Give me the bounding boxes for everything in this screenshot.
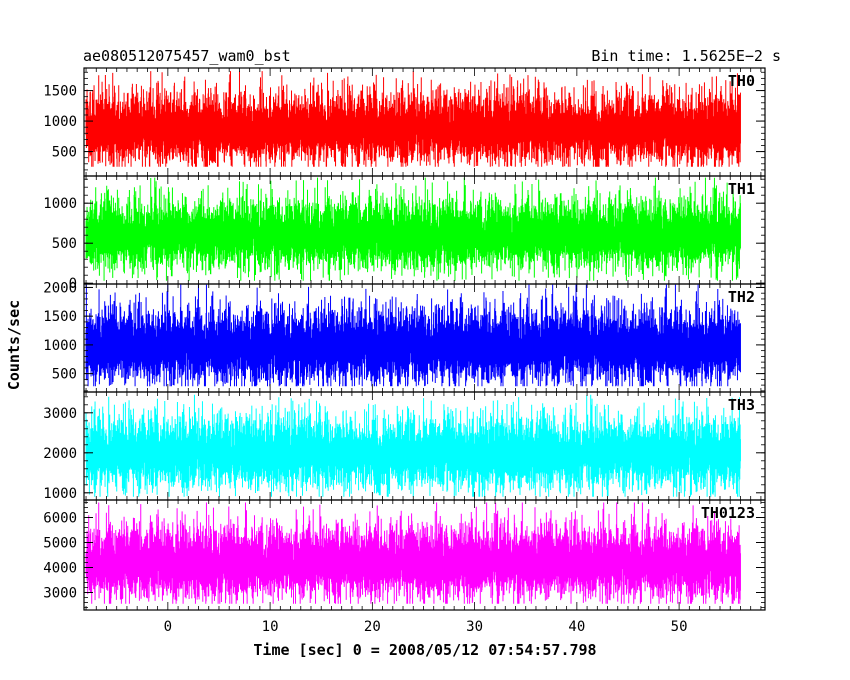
- y-tick-label: 1000: [43, 486, 77, 502]
- series-label-th0123: TH0123: [701, 504, 755, 522]
- x-tick-label: 0: [164, 619, 172, 635]
- y-axis-label: Counts/sec: [5, 300, 23, 390]
- panel-th0123: 3000 4000 5000 6000 TH0123: [43, 499, 766, 611]
- panel-th0: 500 1000 1500 TH0: [43, 67, 766, 177]
- x-tick-label: 30: [466, 619, 483, 635]
- y-tick-label: 3000: [43, 406, 77, 422]
- panel-th2: 500 1000 1500 2000 TH2: [43, 280, 766, 393]
- y-tick-label: 1000: [43, 338, 77, 354]
- panels: 500 1000 1500 TH0 0 500 1000 TH1 500 1000 1500 2000…: [43, 67, 766, 611]
- y-tick-label: 0: [69, 276, 77, 292]
- x-tick-label: 10: [262, 619, 279, 635]
- series-label-th1: TH1: [728, 180, 755, 198]
- x-axis: 0 10 20 30 40 50: [164, 619, 688, 635]
- panel-th3: 1000 2000 3000 TH3: [43, 391, 766, 502]
- x-axis-label: Time [sec] 0 = 2008/05/12 07:54:57.798: [253, 641, 596, 659]
- panel-frame: [83, 499, 766, 611]
- light-curve-th0123: [85, 502, 741, 604]
- y-tick-label: 500: [52, 236, 77, 252]
- chart-title: ae080512075457_wam0_bst: [83, 47, 291, 65]
- bin-time-label: Bin time: 1.5625E−2 s: [591, 47, 781, 65]
- x-tick-label: 40: [568, 619, 585, 635]
- x-tick-label: 20: [364, 619, 381, 635]
- series-label-th3: TH3: [728, 396, 755, 414]
- panel-th1: 0 500 1000 TH1: [43, 175, 766, 292]
- y-tick-label: 1500: [43, 309, 77, 325]
- series-label-th0: TH0: [728, 72, 755, 90]
- y-tick-label: 4000: [43, 561, 77, 577]
- y-tick-label: 1000: [43, 196, 77, 212]
- y-tick-label: 500: [52, 367, 77, 383]
- y-tick-label: 2000: [43, 280, 77, 296]
- light-curve-th2: [85, 284, 741, 387]
- y-tick-label: 500: [52, 145, 77, 161]
- y-tick-label: 5000: [43, 536, 77, 552]
- y-tick-label: 2000: [43, 446, 77, 462]
- y-tick-label: 3000: [43, 586, 77, 602]
- series-label-th2: TH2: [728, 288, 755, 306]
- light-curve-th0: [85, 71, 741, 167]
- light-curve-th1: [85, 177, 741, 281]
- y-tick-label: 1000: [43, 114, 77, 130]
- x-tick-label: 50: [671, 619, 688, 635]
- y-tick-label: 6000: [43, 511, 77, 527]
- light-curve-th3: [85, 394, 741, 497]
- y-tick-label: 1500: [43, 84, 77, 100]
